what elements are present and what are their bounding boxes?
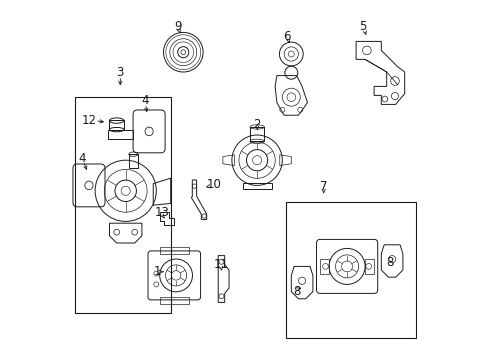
Bar (75, 97, 170, 313)
Text: 8: 8 (386, 256, 393, 269)
Bar (128, 154, 138, 168)
Text: 4: 4 (142, 94, 149, 107)
Text: 12: 12 (81, 114, 96, 127)
Text: 2: 2 (253, 118, 260, 131)
Text: 10: 10 (206, 178, 221, 191)
Bar (320, 259, 328, 274)
Text: 9: 9 (174, 21, 181, 33)
Text: 6: 6 (283, 30, 290, 42)
Bar (285, 202, 415, 338)
Text: 4: 4 (78, 152, 85, 165)
Bar (249, 127, 264, 141)
Text: 11: 11 (213, 258, 228, 271)
Bar (160, 297, 188, 304)
Text: 8: 8 (292, 285, 300, 298)
Text: 3: 3 (116, 66, 124, 78)
Bar (160, 247, 188, 254)
Bar (109, 120, 123, 130)
Text: 7: 7 (319, 180, 327, 193)
Text: 13: 13 (155, 206, 169, 219)
Text: 5: 5 (359, 21, 366, 33)
Bar (365, 259, 373, 274)
Text: 1: 1 (153, 265, 161, 278)
